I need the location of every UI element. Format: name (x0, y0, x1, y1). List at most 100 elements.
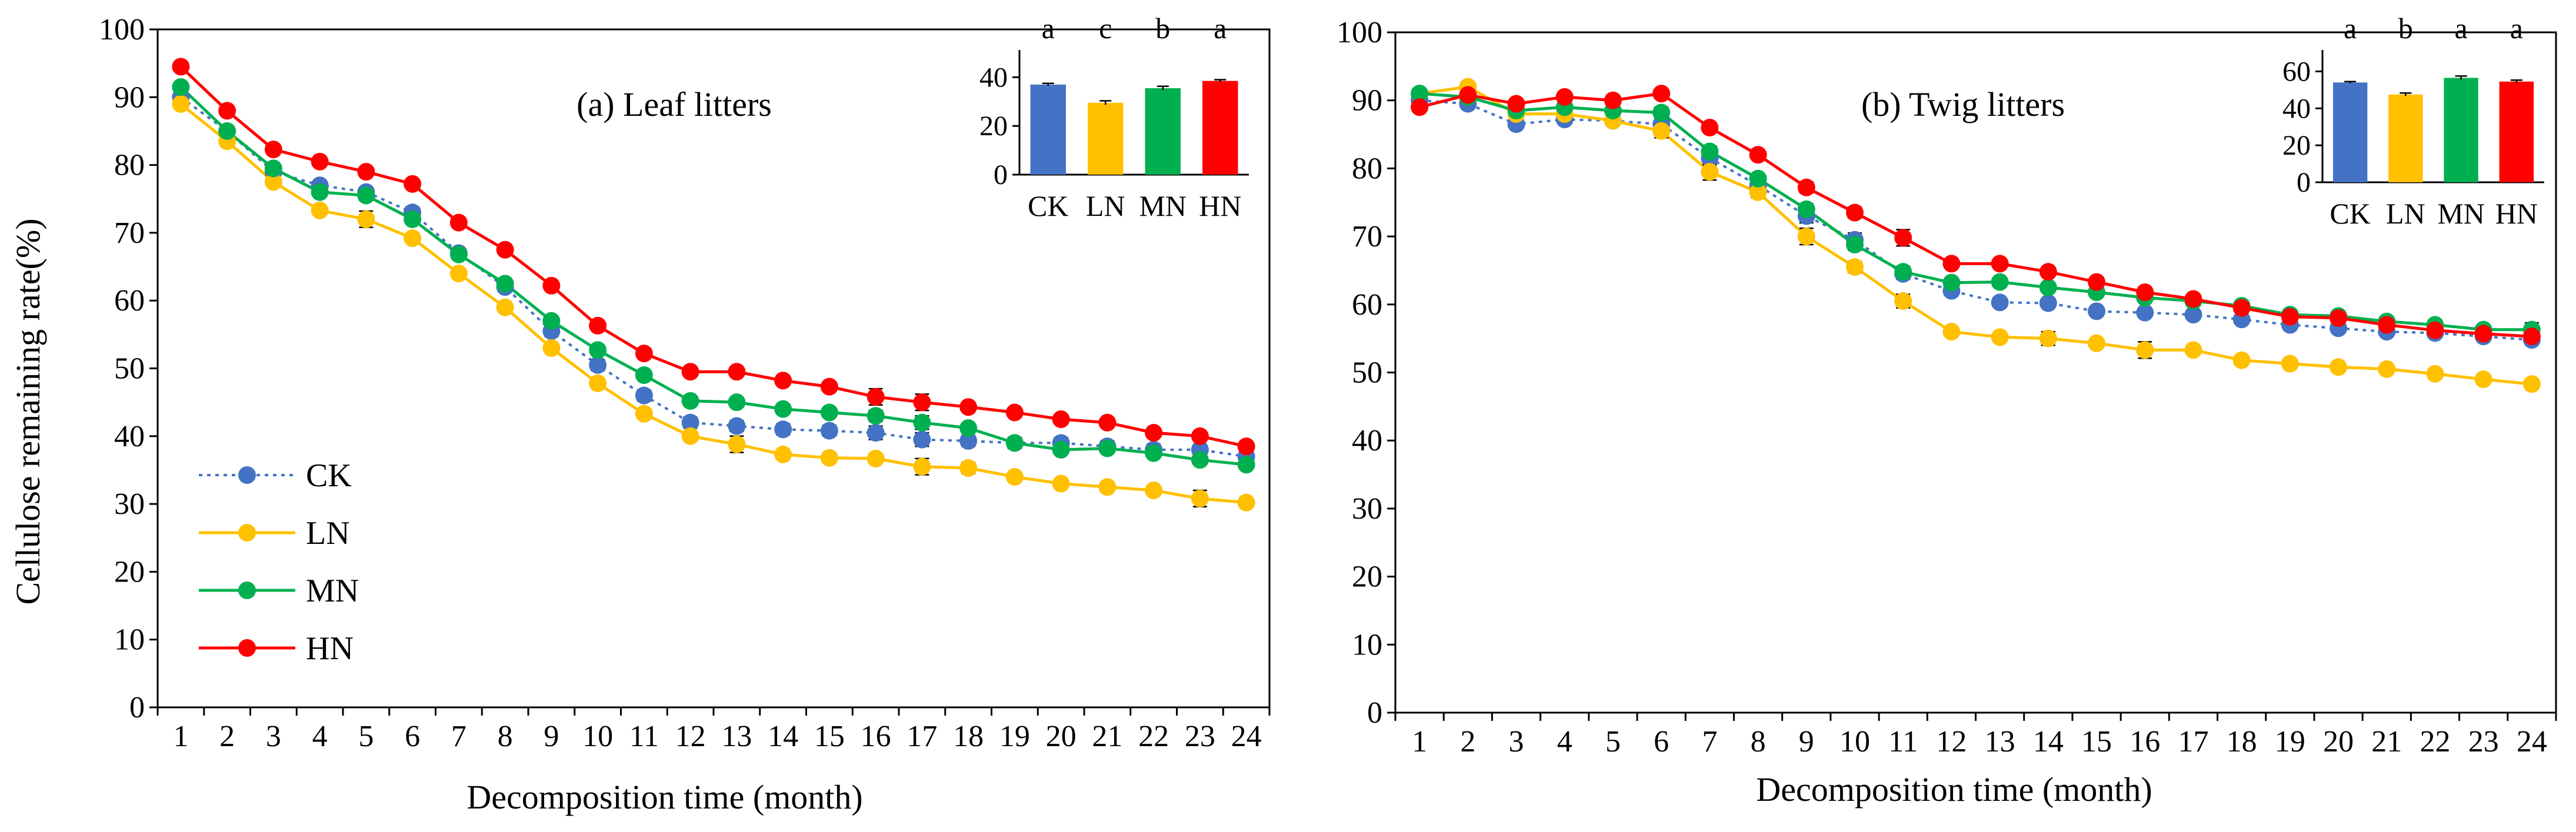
inset-significance-letter: a (2455, 12, 2468, 45)
x-tick-label: 7 (1702, 725, 1717, 759)
inset-bar-hn (2499, 81, 2534, 182)
inset-x-tick-label: HN (2495, 197, 2538, 230)
x-tick-label: 19 (2275, 725, 2305, 759)
point-hn (728, 363, 746, 381)
inset-bar-chart: 0 20 40 60 a CK b LN a MN a HN (2282, 12, 2544, 230)
legend-marker-hn (238, 639, 256, 657)
inset-significance-letter: c (1099, 12, 1112, 45)
point-ck (820, 422, 838, 440)
inset-bar-ck (1030, 84, 1066, 175)
point-hn (2232, 299, 2251, 317)
inset-x-tick-label: CK (2330, 197, 2370, 230)
point-mn (589, 341, 607, 359)
x-tick-label: 3 (1509, 725, 1524, 759)
point-ln (172, 95, 190, 113)
point-mn (1942, 273, 1961, 292)
point-mn (172, 78, 190, 96)
x-axis-label: Decomposition time (month) (466, 778, 862, 816)
point-ck (867, 424, 885, 442)
point-mn (218, 122, 236, 140)
x-tick-label: 19 (999, 720, 1030, 753)
point-ln (496, 298, 514, 316)
x-tick-label: 14 (768, 720, 798, 753)
x-tick-label: 8 (1751, 725, 1766, 759)
point-mn (1411, 85, 1429, 103)
y-tick-label: 30 (114, 487, 145, 521)
point-hn (2474, 325, 2492, 343)
point-ln (1749, 183, 1767, 201)
point-mn (1749, 169, 1767, 188)
x-axis-label: Decomposition time (month) (1756, 770, 2152, 808)
point-mn (264, 159, 282, 178)
point-ln (959, 459, 978, 477)
point-hn (2330, 309, 2348, 327)
point-ln (1894, 292, 1912, 310)
y-tick-label: 50 (1352, 356, 1382, 390)
point-mn (913, 413, 931, 432)
y-tick-label: 40 (1352, 424, 1382, 457)
point-ln (1701, 163, 1719, 181)
point-ln (311, 201, 329, 219)
chart-title: (b) Twig litters (1861, 85, 2065, 123)
inset-y-tick-label: 60 (2282, 56, 2311, 87)
y-tick-label: 80 (114, 149, 145, 182)
point-mn (357, 186, 375, 205)
point-ln (264, 173, 282, 191)
x-tick-label: 5 (358, 720, 374, 753)
point-hn (357, 163, 375, 181)
y-tick-label: 90 (114, 81, 145, 114)
x-tick-label: 23 (1185, 720, 1215, 753)
point-ln (913, 457, 931, 476)
point-mn (1191, 451, 1209, 469)
y-tick-label: 30 (1352, 492, 1382, 526)
panel-leaf-litters: (a) Leaf litters Decomposition time (mon… (9, 12, 1271, 816)
series-line-ln (179, 102, 1247, 504)
point-hn (589, 316, 607, 335)
inset-x-tick-label: LN (2386, 197, 2425, 230)
y-tick-label: 0 (129, 691, 145, 724)
point-ln (589, 374, 607, 392)
point-ln (867, 449, 885, 467)
point-mn (1797, 200, 1815, 218)
inset-bar-chart: 0 20 40 a CK c LN b MN a HN (979, 12, 1249, 222)
legend-label-ln: LN (306, 515, 350, 552)
inset-y-tick-label: 20 (979, 111, 1008, 142)
y-tick-label: 20 (1352, 560, 1382, 594)
x-tick-label: 11 (629, 720, 659, 753)
x-tick-label: 2 (1460, 725, 1475, 759)
x-tick-label: 1 (1412, 725, 1427, 759)
point-ln (1098, 478, 1117, 496)
inset-significance-letter: b (2398, 12, 2413, 45)
point-ln (2522, 375, 2541, 393)
inset-y-tick-label: 40 (979, 62, 1008, 93)
point-ln (542, 339, 561, 357)
inset-bar-hn (1202, 81, 1238, 175)
point-hn (1604, 91, 1622, 109)
x-tick-label: 15 (814, 720, 845, 753)
point-hn (311, 152, 329, 171)
y-tick-label: 0 (1367, 696, 1382, 730)
point-ln (1845, 258, 1864, 276)
x-tick-label: 8 (498, 720, 513, 753)
point-hn (2522, 328, 2541, 346)
point-hn (1052, 410, 1070, 428)
x-tick-label: 13 (1985, 725, 2015, 759)
inset-x-tick-label: LN (1086, 189, 1125, 222)
point-ln (774, 445, 792, 463)
point-ck (959, 432, 978, 450)
inset-significance-letter: a (1042, 12, 1055, 45)
inset-bar-ln (2388, 94, 2423, 182)
point-hn (1145, 424, 1163, 442)
y-tick-label: 10 (114, 623, 145, 657)
point-hn (2281, 308, 2299, 326)
point-hn (264, 141, 282, 159)
point-hn (2378, 316, 2396, 334)
point-mn (1652, 103, 1671, 122)
inset-x-tick-label: CK (1028, 189, 1068, 222)
inset-significance-letter: a (2510, 12, 2523, 45)
point-hn (496, 240, 514, 259)
inset-bar-ln (1088, 102, 1124, 175)
legend-label-ck: CK (306, 457, 352, 494)
point-mn (1098, 439, 1117, 457)
